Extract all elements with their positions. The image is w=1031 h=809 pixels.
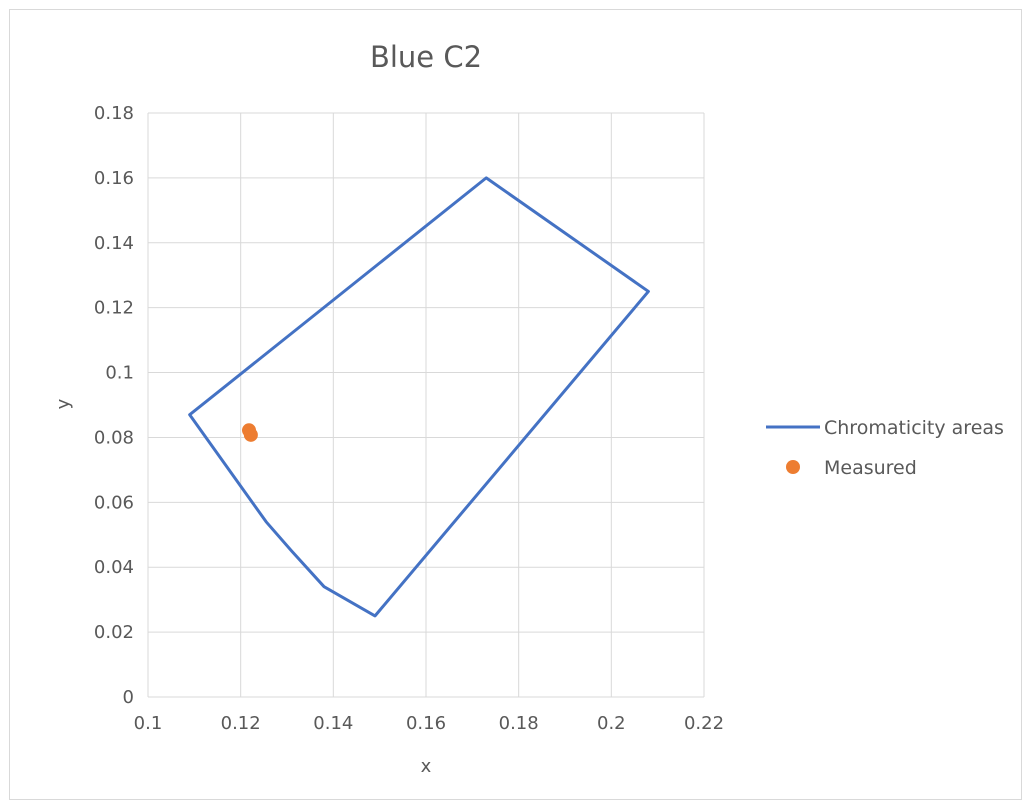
y-tick-label: 0.04 <box>94 557 134 578</box>
y-tick-label: 0.18 <box>94 103 134 124</box>
y-tick-label: 0 <box>123 687 134 708</box>
y-tick-label: 0.16 <box>94 168 134 189</box>
legend-label: Measured <box>824 457 917 479</box>
legend-label: Chromaticity areas <box>824 417 1004 439</box>
x-tick-label: 0.18 <box>499 713 539 734</box>
y-tick-label: 0.08 <box>94 427 134 448</box>
x-tick-label: 0.22 <box>684 713 724 734</box>
x-tick-label: 0.14 <box>313 713 353 734</box>
measured-point <box>243 427 258 442</box>
series-line-chromaticity-areas <box>188 176 650 618</box>
chart-title: Blue C2 <box>370 40 482 74</box>
y-tick-label: 0.14 <box>94 233 134 254</box>
x-axis-label: x <box>421 756 432 777</box>
y-tick-label: 0.1 <box>105 363 134 384</box>
chart-border <box>9 9 1022 800</box>
legend: Chromaticity areas Measured <box>766 417 1004 479</box>
x-tick-label: 0.12 <box>221 713 261 734</box>
x-tick-label: 0.2 <box>597 713 626 734</box>
legend-marker-swatch <box>786 460 800 474</box>
x-tick-label: 0.16 <box>406 713 446 734</box>
x-tick-label: 0.1 <box>134 713 163 734</box>
y-tick-label: 0.06 <box>94 492 134 513</box>
axis-layer: 0 0.02 0.04 0.06 0.08 0.1 0.12 0.14 0.16 0.18 0.1 0… <box>94 103 724 734</box>
series-layer <box>188 176 650 618</box>
y-tick-label: 0.12 <box>94 298 134 319</box>
y-axis-label: y <box>53 398 74 409</box>
y-tick-label: 0.02 <box>94 622 134 643</box>
